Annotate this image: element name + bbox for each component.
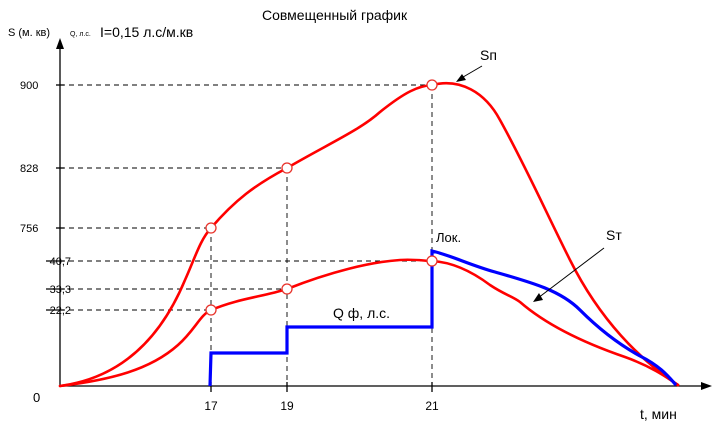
chart-title: Совмещенный график (262, 7, 408, 23)
x-axis-arrow (701, 382, 712, 390)
marker-st-21 (426, 255, 438, 267)
x-axis-label: t, мин (640, 406, 677, 422)
y-tick-label-828: 828 (20, 163, 38, 175)
y-ticks: 900 828 756 40,7 33,3 22,2 (20, 80, 71, 317)
series-st-line (58, 258, 680, 388)
marker-st-19 (281, 283, 293, 295)
series-pointer-sp-arrow (456, 74, 466, 82)
series-pointer-st (537, 247, 605, 299)
origin-label: 0 (33, 390, 40, 405)
series-pointer-st-arrow (533, 293, 543, 302)
series-qf-line (208, 249, 678, 387)
y-tick-label-900: 900 (20, 80, 38, 92)
y-tick-label-22-2: 22,2 (50, 305, 71, 317)
marker-st-17 (205, 304, 217, 316)
guide-lines (60, 84, 433, 386)
y-tick-label-40-7: 40,7 (50, 256, 71, 268)
axes (56, 38, 712, 390)
y-axis-label: S (м. кв) (8, 27, 50, 39)
marker-sp-21 (426, 79, 438, 91)
x-tick-label-17: 17 (204, 399, 218, 413)
series-sp-line (58, 81, 680, 388)
intensity-note: I=0,15 л.с/м.кв (100, 24, 193, 40)
markers (205, 79, 438, 316)
marker-sp-19 (281, 162, 293, 174)
x-tick-label-21: 21 (425, 399, 439, 413)
series-label-st: Sт (606, 227, 622, 243)
series-label-sp: Sп (480, 47, 497, 63)
annotation-lok: Лок. (436, 230, 461, 245)
x-tick-label-19: 19 (280, 399, 294, 413)
y-tick-label-756: 756 (20, 223, 38, 235)
y-axis-arrow (56, 38, 64, 49)
marker-sp-17 (205, 222, 217, 234)
annotation-qf: Q ф, л.с. (333, 305, 390, 321)
y-tick-label-33-3: 33,3 (50, 284, 71, 296)
y-axis-label-secondary: Q, л.с. (70, 31, 91, 38)
